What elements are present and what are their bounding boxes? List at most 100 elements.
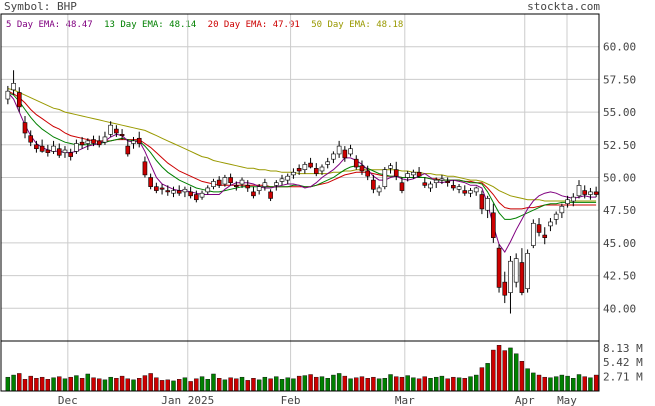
volume-bar — [216, 378, 222, 392]
volume-bar — [422, 376, 427, 392]
candle — [382, 167, 388, 190]
candle — [34, 140, 39, 153]
candle-body — [205, 187, 211, 193]
volume-bar — [262, 376, 268, 392]
candle-body — [513, 258, 519, 283]
volume-bar — [291, 378, 296, 392]
price-tick-label: 40.00 — [603, 302, 636, 315]
chart-frame — [0, 13, 600, 392]
candle-body — [456, 186, 462, 190]
volume-bar — [188, 381, 193, 392]
candle-body — [279, 178, 285, 182]
volume-bar — [376, 378, 382, 392]
volume-panel-border — [0, 340, 600, 392]
candle-body — [433, 179, 439, 184]
volume-bar — [211, 373, 216, 392]
candle — [519, 248, 525, 296]
candle-body — [62, 149, 68, 153]
ema50-line — [7, 88, 597, 202]
candle-body — [51, 145, 56, 152]
volume-bar — [45, 379, 51, 392]
volume-bar — [205, 379, 210, 392]
volume-bar — [439, 375, 445, 392]
volume-bar — [102, 379, 108, 392]
legend-ema20: 20 Day EMA: 47.91 — [207, 20, 300, 30]
volume-bar — [85, 373, 91, 392]
candle-body — [422, 182, 428, 186]
candle — [388, 163, 393, 174]
candle-body — [34, 144, 39, 150]
volume-bar — [525, 368, 530, 392]
candle — [513, 253, 519, 288]
candle — [313, 163, 319, 177]
volume-bar — [251, 378, 256, 392]
candle — [194, 190, 199, 203]
candle-body — [159, 187, 165, 190]
candle-body — [22, 122, 28, 134]
candle-body — [405, 173, 410, 178]
volume-bar — [137, 378, 142, 392]
candle-body — [319, 166, 325, 172]
candle — [262, 178, 268, 191]
candle — [62, 146, 68, 158]
volume-bar — [359, 376, 365, 392]
volume-bar — [194, 378, 199, 392]
volume-bar — [199, 376, 205, 392]
month-tick-label: Mar — [395, 394, 415, 406]
candle — [114, 125, 119, 137]
candle-body — [251, 191, 256, 197]
candle — [553, 211, 559, 225]
candle — [182, 186, 188, 198]
volume-bar — [131, 379, 136, 392]
volume-bar — [462, 378, 467, 392]
volume-bar — [296, 375, 302, 392]
candle-body — [171, 190, 176, 194]
candle — [422, 177, 428, 188]
volume-bar — [474, 374, 479, 392]
volume-bar — [142, 375, 148, 392]
volume-bar — [285, 377, 290, 392]
volume-bar — [222, 379, 228, 392]
ema-lines — [7, 88, 597, 254]
candle — [439, 174, 445, 185]
candle — [496, 244, 502, 293]
candle — [365, 165, 370, 181]
candle-body — [176, 190, 182, 194]
volume-bar — [91, 377, 96, 392]
candle-body — [211, 181, 216, 187]
candle — [51, 140, 56, 154]
candle-body — [285, 175, 291, 181]
candle — [96, 135, 102, 148]
volume-bar — [582, 376, 587, 392]
volume-bar — [348, 378, 353, 392]
candle — [565, 195, 570, 208]
candle-body — [131, 140, 136, 144]
candle-body — [365, 170, 370, 177]
candle — [462, 185, 468, 196]
candle-body — [291, 171, 296, 176]
candle — [234, 181, 239, 191]
volume-bar — [239, 376, 245, 392]
candle — [508, 255, 513, 314]
candle — [91, 135, 96, 147]
volume-tick-label: 8.13 M — [603, 342, 643, 355]
candle-body — [473, 187, 479, 193]
candle — [102, 131, 108, 145]
volume-tick-label: 5.42 M — [603, 356, 643, 369]
ema-legend: 5 Day EMA: 48.47 13 Day EMA: 48.14 20 Da… — [6, 20, 409, 30]
candle-body — [194, 194, 199, 201]
volume-bar — [565, 375, 570, 392]
candle-body — [565, 199, 570, 204]
candle — [548, 218, 553, 232]
candle — [228, 173, 233, 186]
candle-body — [485, 198, 490, 211]
month-tick-label: Jan 2025 — [161, 394, 214, 406]
candle — [433, 177, 439, 188]
candle-body — [74, 143, 79, 152]
candle — [142, 156, 148, 178]
candle-body — [439, 178, 445, 181]
candle-body — [548, 221, 553, 227]
candle-body — [182, 188, 188, 193]
candle — [291, 168, 296, 179]
